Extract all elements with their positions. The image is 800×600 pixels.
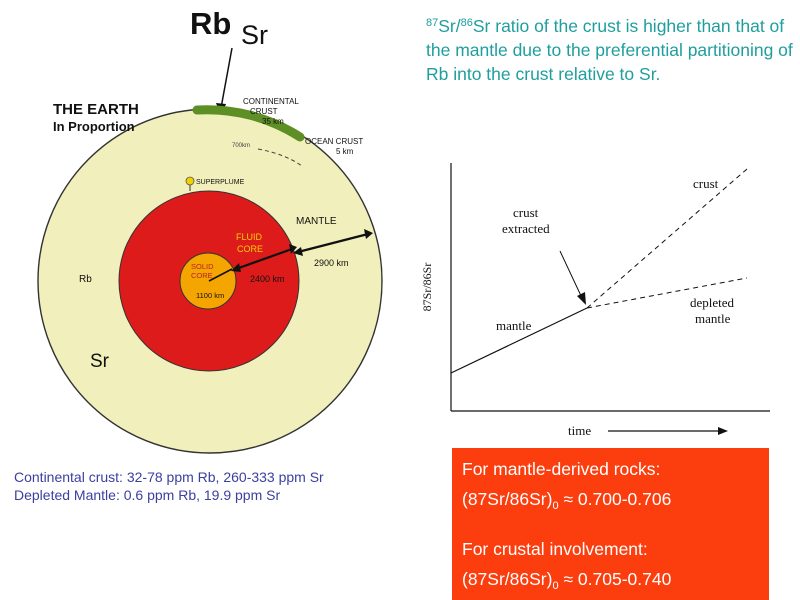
depleted-mantle-line	[586, 277, 748, 309]
earth-diagram: CONTINENTAL CRUST 35 km 700km OCEAN CRUS…	[37, 47, 383, 454]
ratio-text-part2: Sr ratio of the crust is higher than tha…	[426, 16, 793, 84]
initial-ratio-box: For mantle-derived rocks: (87Sr/86Sr)0 ≈…	[452, 448, 769, 600]
solid-core-disc	[179, 252, 237, 310]
continental-crust-label-2: CRUST	[250, 107, 278, 116]
sr-mantle-label: Sr	[90, 351, 110, 372]
crust-evolution-line	[586, 168, 748, 309]
continental-crust	[192, 105, 305, 142]
superplume-icon	[185, 176, 195, 186]
sr-evolution-diagram: 87Sr/86Sr time crust extracted crust dep…	[420, 163, 770, 438]
crustal-involvement-range: (87Sr/86Sr)0 ≈ 0.705-0.740	[462, 569, 672, 592]
crustal-involvement-heading: For crustal involvement:	[462, 539, 648, 559]
solid-radius-label: 1100 km	[196, 291, 224, 300]
fluid-core-arrow	[235, 247, 293, 271]
solid-core-label: SOLID	[191, 262, 214, 271]
fluid-core-label: FLUID	[236, 232, 263, 242]
extraction-pointer	[559, 250, 583, 299]
mantle-thickness-label: 2900 km	[314, 258, 349, 268]
mantle-rocks-range: (87Sr/86Sr)0 ≈ 0.700-0.706	[462, 489, 672, 512]
solid-core-label-2: CORE	[191, 271, 213, 280]
continental-depth-label: 35 km	[262, 117, 284, 126]
superplume-label: SUPERPLUME	[196, 179, 245, 186]
crust-label: crust	[693, 176, 719, 191]
depth-700-line	[257, 148, 303, 167]
ocean-crust-label: OCEAN CRUST	[305, 137, 363, 146]
crust-extracted-label-2: extracted	[502, 221, 550, 236]
sr86-superscript: 86	[460, 17, 473, 29]
depth-700-label: 700km	[232, 143, 250, 149]
mantle-label: MANTLE	[296, 216, 337, 227]
earth-title: THE EARTH	[53, 101, 139, 118]
ocean-depth-label: 5 km	[336, 147, 354, 156]
continental-crust-concentration: Continental crust: 32-78 ppm Rb, 260-333…	[14, 469, 324, 485]
sr-large-label: Sr	[241, 20, 268, 50]
mantle-evolution-line	[450, 307, 588, 374]
ratio-text-part1: Sr/	[438, 16, 461, 36]
mantle-rocks-heading: For mantle-derived rocks:	[462, 459, 661, 479]
depleted-mantle-label: depleted	[690, 295, 735, 310]
rb-large-label: Rb	[190, 6, 232, 41]
solid-core-arrow	[208, 268, 233, 282]
fluid-core-label-2: CORE	[237, 244, 263, 254]
rb-pointer-line	[220, 47, 233, 109]
continental-crust-label: CONTINENTAL	[243, 97, 299, 106]
earth-subtitle: In Proportion	[53, 119, 135, 134]
mantle-arrow	[297, 232, 369, 254]
ratio-explanation: 87Sr/86Sr ratio of the crust is higher t…	[426, 14, 796, 86]
time-arrowhead	[718, 427, 728, 435]
extraction-arrowhead	[577, 292, 586, 305]
depleted-mantle-concentration: Depleted Mantle: 0.6 ppm Rb, 19.9 ppm Sr	[14, 487, 281, 503]
crust-extracted-label: crust	[513, 205, 539, 220]
fluid-thickness-label: 2400 km	[250, 274, 285, 284]
concentrations-note: Continental crust: 32-78 ppm Rb, 260-333…	[14, 468, 324, 504]
rb-mantle-label: Rb	[79, 274, 92, 285]
mantle-label: mantle	[496, 318, 532, 333]
depleted-mantle-label-2: mantle	[695, 311, 731, 326]
x-axis-label: time	[568, 423, 591, 438]
y-axis-label: 87Sr/86Sr	[420, 263, 434, 312]
sr87-superscript: 87	[426, 17, 439, 29]
